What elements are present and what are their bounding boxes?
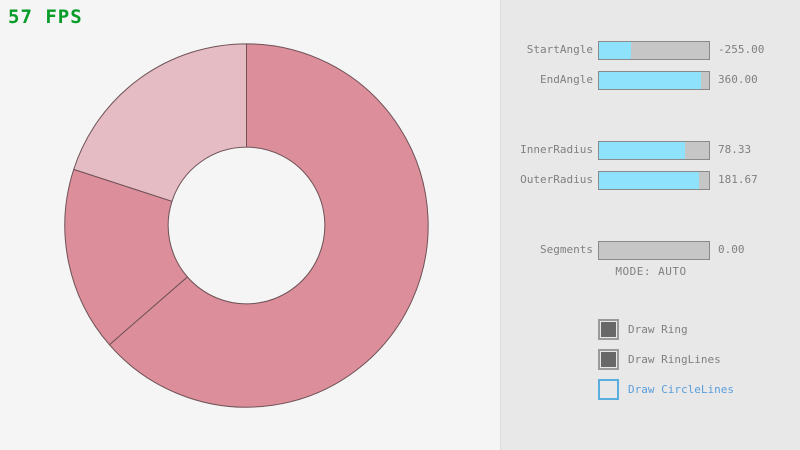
chart-canvas[interactable]: 57 FPS xyxy=(0,0,500,450)
checkbox-checked-icon[interactable] xyxy=(598,318,619,340)
checkbox-label: Draw CircleLines xyxy=(628,382,734,396)
donut-segment-group xyxy=(64,43,429,408)
slider-label: StartAngle xyxy=(526,43,593,56)
slider-track[interactable] xyxy=(598,240,710,260)
slider-row: InnerRadius 78.33 xyxy=(501,140,800,160)
checkbox-row[interactable]: Draw Ring xyxy=(598,318,688,340)
fps-counter: 57 FPS xyxy=(8,6,83,28)
slider-row: EndAngle 360.00 xyxy=(501,70,800,90)
slider-fill xyxy=(599,171,700,189)
slider-track[interactable] xyxy=(598,70,710,90)
donut-segment[interactable] xyxy=(73,43,247,202)
checkbox-row[interactable]: Draw CircleLines xyxy=(598,378,734,400)
slider-value: 0.00 xyxy=(718,243,745,256)
donut-segment[interactable] xyxy=(64,168,188,346)
checkbox-unchecked-icon[interactable] xyxy=(598,378,619,400)
slider-row: Segments 0.00 xyxy=(501,240,800,260)
slider-track[interactable] xyxy=(598,40,710,60)
slider-track[interactable] xyxy=(598,140,710,160)
donut-segment[interactable] xyxy=(108,43,429,408)
mode-label: MODE: AUTO xyxy=(615,265,687,278)
slider-track[interactable] xyxy=(598,170,710,190)
slider-row: StartAngle -255.00 xyxy=(501,40,800,60)
control-panel: StartAngle -255.00 EndAngle 360.00 InnerRadi… xyxy=(500,0,800,450)
slider-value: 181.67 xyxy=(718,173,758,186)
slider-label: Segments xyxy=(540,243,593,256)
slider-label: OuterRadius xyxy=(520,173,593,186)
slider-value: 78.33 xyxy=(718,143,752,156)
slider-fill xyxy=(599,41,631,59)
donut-chart[interactable] xyxy=(0,0,500,450)
slider-value: 360.00 xyxy=(718,73,758,86)
slider-row: OuterRadius 181.67 xyxy=(501,170,800,190)
slider-value: -255.00 xyxy=(718,43,765,56)
slider-label: InnerRadius xyxy=(520,143,593,156)
checkbox-label: Draw Ring xyxy=(628,322,688,336)
checkbox-label: Draw RingLines xyxy=(628,352,721,366)
slider-fill xyxy=(599,141,685,159)
slider-fill xyxy=(599,71,702,89)
checkbox-row[interactable]: Draw RingLines xyxy=(598,348,721,370)
checkbox-fill xyxy=(601,351,616,367)
checkbox-fill xyxy=(601,321,616,337)
slider-label: EndAngle xyxy=(540,73,593,86)
checkbox-fill xyxy=(601,382,616,397)
checkbox-checked-icon[interactable] xyxy=(598,348,619,370)
